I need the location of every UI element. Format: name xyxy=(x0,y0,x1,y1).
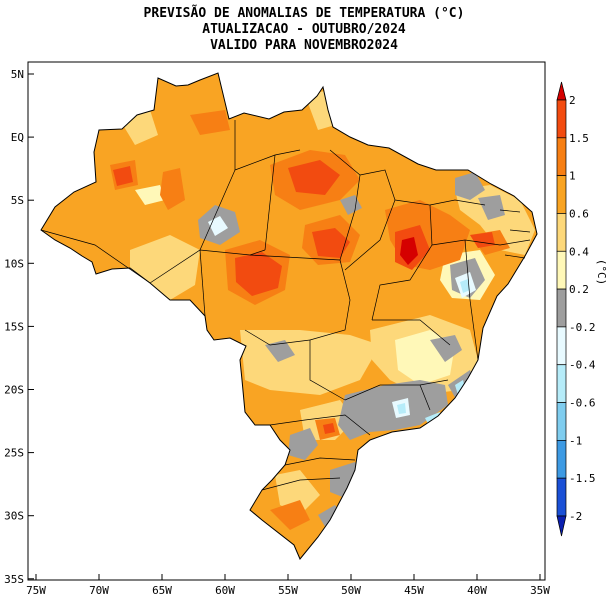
colorbar-segment xyxy=(556,250,567,290)
field-cool-bahia-inner xyxy=(460,279,470,293)
field-hot-pr xyxy=(323,423,335,434)
colorbar-label: -0.4 xyxy=(569,359,596,372)
colorbar-segment xyxy=(556,477,567,517)
map-title-line3: VALIDO PARA NOVEMBRO2024 xyxy=(210,38,398,53)
colorbar: 2 1.5 1 0.6 0.4 0.2 -0.2 -0.4 -0.6 -1 -1.5 -2 xyxy=(556,81,596,537)
colorbar-label: 0.2 xyxy=(569,283,589,296)
colorbar-label: 0.4 xyxy=(569,245,589,258)
longitude-axis: 75W 70W 65W 60W 55W 50W 45W 40W 35W xyxy=(26,574,550,597)
field-grey-goias xyxy=(265,340,295,362)
colorbar-label: 1 xyxy=(569,170,576,183)
map-title-line2: ATUALIZACAO - OUTUBRO/2024 xyxy=(202,22,406,37)
field-light-west xyxy=(130,235,200,300)
lon-tick-label: 40W xyxy=(467,584,487,597)
field-warm-rs xyxy=(270,500,310,530)
colorbar-segment xyxy=(556,175,567,214)
colorbar-segment xyxy=(556,137,567,176)
field-hot-to xyxy=(312,228,350,258)
lon-tick-label: 60W xyxy=(215,584,235,597)
field-grey-ne3 xyxy=(478,195,505,220)
lat-tick-label: 30S xyxy=(4,510,24,523)
colorbar-label: -0.6 xyxy=(569,397,596,410)
lon-tick-label: 70W xyxy=(89,584,109,597)
field-grey-parana xyxy=(288,428,318,460)
colorbar-bottom-arrow xyxy=(556,515,567,537)
colorbar-top-arrow xyxy=(556,81,567,101)
field-warm-am2 xyxy=(160,168,185,210)
colorbar-unit: (°C) xyxy=(595,259,608,286)
lon-tick-label: 65W xyxy=(152,584,172,597)
colorbar-label: 1.5 xyxy=(569,132,589,145)
state-boundaries xyxy=(40,120,531,491)
colorbar-segment xyxy=(556,440,567,479)
field-pale-acre xyxy=(135,185,165,205)
lon-tick-label: 35W xyxy=(530,584,550,597)
colorbar-label: -2 xyxy=(569,510,582,523)
colorbar-label: -0.2 xyxy=(569,321,596,334)
colorbar-segment xyxy=(556,402,567,441)
lat-tick-label: 25S xyxy=(4,447,24,460)
colorbar-label: -1.5 xyxy=(569,472,596,485)
lat-tick-label: 35S xyxy=(4,573,24,586)
colorbar-segment xyxy=(556,288,567,328)
field-hot-para xyxy=(288,160,340,195)
field-hot-ne xyxy=(470,232,495,248)
map-title-line1: PREVISÃO DE ANOMALIAS DE TEMPERATURA (°C… xyxy=(143,6,465,21)
lat-tick-label: 20S xyxy=(4,384,24,397)
field-light-northeast xyxy=(455,185,535,255)
field-grey-ne1 xyxy=(455,172,485,200)
latitude-axis: 5N EQ 5S 10S 15S 20S 25S 30S 35S xyxy=(4,68,34,586)
lat-tick-label: EQ xyxy=(11,131,24,144)
field-grey-minas xyxy=(430,335,462,362)
colorbar-segment xyxy=(556,213,567,252)
colorbar-segment xyxy=(556,99,567,139)
colorbar-label: 2 xyxy=(569,94,576,107)
colorbar-segment xyxy=(556,364,567,403)
field-warm-north xyxy=(190,110,230,135)
field-grey-saopaulo xyxy=(338,380,448,440)
colorbar-label: 0.6 xyxy=(569,207,589,220)
lat-tick-label: 15S xyxy=(4,320,24,333)
field-hot-mt xyxy=(235,252,282,296)
colorbar-label: -1 xyxy=(569,434,582,447)
field-hot-am xyxy=(113,166,133,186)
field-cool-sp-inner xyxy=(397,403,406,414)
colorbar-segment xyxy=(556,326,567,366)
field-hotter-ma xyxy=(400,237,418,265)
lon-tick-label: 55W xyxy=(278,584,298,597)
lon-tick-label: 45W xyxy=(404,584,424,597)
lat-tick-label: 5N xyxy=(11,68,24,81)
lon-tick-label: 75W xyxy=(26,584,46,597)
lat-tick-label: 10S xyxy=(4,257,24,270)
field-light-south xyxy=(275,470,320,515)
lon-tick-label: 50W xyxy=(341,584,361,597)
lat-tick-label: 5S xyxy=(11,194,24,207)
